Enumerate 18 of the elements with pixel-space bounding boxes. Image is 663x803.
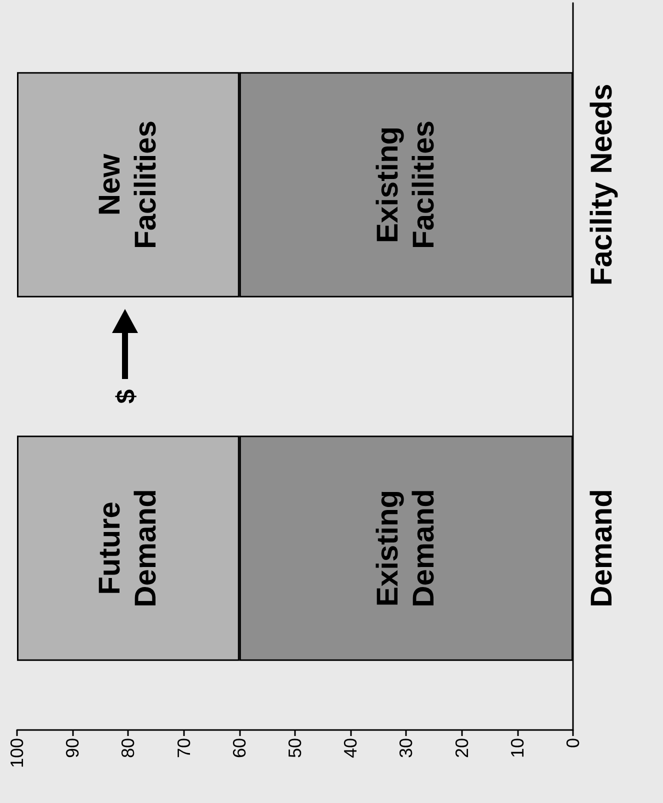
data-label: Existing Demand — [372, 489, 441, 608]
x-tick-label: 50 — [285, 738, 305, 758]
annotation: $ — [110, 388, 140, 404]
data-label: Existing Facilities — [372, 120, 441, 249]
x-tick-label: 70 — [174, 738, 194, 758]
x-tick-label: 60 — [229, 738, 250, 758]
y-tick-label: Facility Needs — [586, 84, 618, 286]
y-tick-label: Demand — [586, 489, 618, 608]
x-tick-label: 20 — [452, 738, 472, 758]
x-tick-label: 80 — [118, 738, 138, 758]
x-tick-label: 0 — [563, 738, 583, 748]
data-label: New Facilities — [94, 120, 163, 249]
x-tick-label: 100 — [7, 738, 27, 768]
x-tick-label: 40 — [340, 738, 361, 758]
x-tick-label: 30 — [396, 738, 416, 758]
data-label: Future Demand — [94, 489, 163, 608]
x-tick-label: 90 — [62, 738, 83, 758]
x-tick-label: 10 — [507, 738, 528, 758]
